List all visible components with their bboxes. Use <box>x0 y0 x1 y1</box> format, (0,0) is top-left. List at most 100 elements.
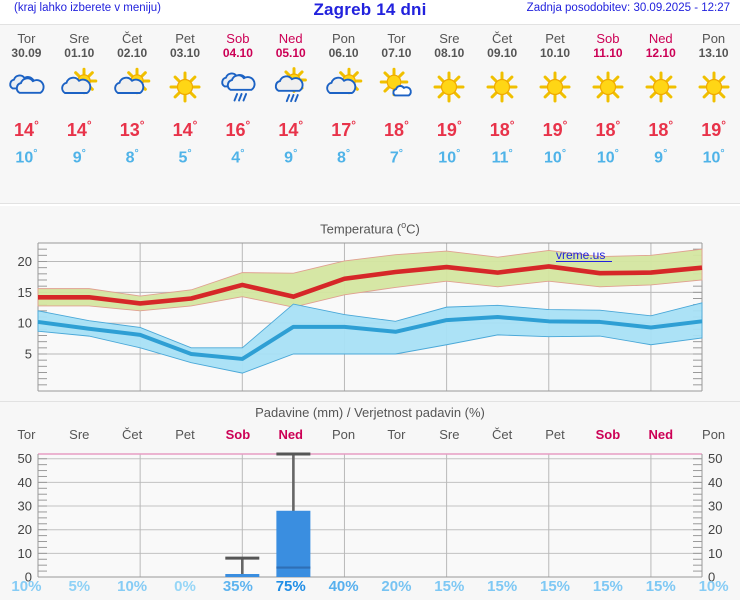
weather-icon-wrap <box>161 63 209 111</box>
degree-icon: ° <box>615 118 621 132</box>
precipitation-day-label: Sre <box>69 427 90 442</box>
sunny-icon <box>645 71 677 103</box>
max-temperature-value: 18 <box>489 120 510 140</box>
weather-icon-wrap <box>267 63 315 111</box>
day-column[interactable]: Ned 12.10 18° 9° <box>634 25 687 203</box>
temp-y-tick-label: 10 <box>18 316 32 331</box>
max-temperature-value: 14 <box>172 120 193 140</box>
precip-y-tick-label-left: 10 <box>18 546 32 561</box>
max-temperature-value: 14 <box>14 120 35 140</box>
day-name: Čet <box>122 31 143 46</box>
degree-icon: ° <box>404 118 409 132</box>
day-column[interactable]: Pet 10.10 19° 10° <box>529 25 582 203</box>
day-column[interactable]: Sob 11.10 18° 10° <box>581 25 634 203</box>
day-date: 11.10 <box>593 46 623 60</box>
max-temperature: 14° <box>173 114 198 141</box>
day-name: Tor <box>17 31 36 46</box>
precipitation-chart-title: Padavine (mm) / Verjetnost padavin (%) <box>255 405 485 420</box>
day-name: Čet <box>492 31 513 46</box>
min-temperature-value: 10 <box>702 149 721 167</box>
precipitation-probability: 15% <box>592 578 623 595</box>
min-temperature-value: 5 <box>178 149 188 167</box>
day-column[interactable]: Pet 03.10 14° 5° <box>159 25 212 203</box>
weather-icon-wrap <box>108 63 156 111</box>
location-menu-note: (kraj lahko izberete v meniju) <box>14 2 162 14</box>
day-name: Sre <box>439 31 460 46</box>
day-column[interactable]: Pon 13.10 19° 10° <box>687 25 740 203</box>
min-temperature: 9° <box>654 143 667 168</box>
precip-y-tick-label-right: 50 <box>708 451 722 466</box>
min-temperature: 10° <box>438 143 460 168</box>
max-temperature-value: 18 <box>384 120 405 140</box>
degree-icon: ° <box>34 118 39 132</box>
degree-icon: ° <box>86 118 92 132</box>
weather-icon-wrap <box>2 63 50 111</box>
day-name: Sob <box>596 31 620 46</box>
day-column[interactable]: Čet 09.10 18° 11° <box>476 25 529 203</box>
weather-icon-wrap <box>478 63 526 111</box>
precipitation-probability: 75% <box>275 578 306 595</box>
precipitation-chart-svg: 0 0 10 10 20 20 30 30 40 40 50 50 <box>0 444 740 584</box>
max-temperature-value: 16 <box>225 120 246 140</box>
precipitation-day-label: Pon <box>332 427 356 442</box>
day-column[interactable]: Čet 02.10 13° 8° <box>106 25 159 203</box>
day-column[interactable]: Sob 04.10 16° 4° <box>211 25 264 203</box>
degree-icon: ° <box>456 147 461 159</box>
precipitation-day-label: Pet <box>545 427 565 442</box>
precipitation-day-label: Ned <box>648 427 674 442</box>
precipitation-probability: 10% <box>11 578 42 595</box>
temp-y-tick-label: 15 <box>18 285 32 300</box>
precipitation-bar <box>276 510 311 577</box>
precipitation-day-label: Sre <box>439 427 460 442</box>
max-temperature: 18° <box>648 114 673 141</box>
day-date: 13.10 <box>698 46 729 60</box>
day-column[interactable]: Tor 07.10 18° 7° <box>370 25 423 203</box>
min-temperature: 8° <box>126 143 139 168</box>
precipitation-probability: 40% <box>328 578 359 595</box>
precipitation-probability: 15% <box>434 578 465 595</box>
partly-sunny-icon <box>61 67 98 95</box>
precipitation-day-label: Sob <box>225 427 251 442</box>
day-columns: Tor 30.09 14° 10° Sre 01.10 14° 9° Čet 02.10 13° 8°… <box>0 25 740 203</box>
max-temperature: 14° <box>14 114 39 141</box>
min-temperature: 8° <box>337 143 350 168</box>
temperature-chart-panel: Temperatura (oC) 5 10 15 20 vreme.us <box>0 206 740 402</box>
precipitation-day-label: Ned <box>278 427 303 442</box>
sunny-icon <box>698 71 730 103</box>
day-column[interactable]: Sre 08.10 19° 10° <box>423 25 476 203</box>
precipitation-day-labels: Tor Sre Čet Pet Sob Ned Pon Tor Sre Čet Pet Sob Ned P… <box>0 427 740 445</box>
precip-y-tick-label-right: 0 <box>708 570 715 585</box>
precipitation-day-label: Sob <box>595 427 621 442</box>
precip-y-tick-label-right: 20 <box>708 522 722 537</box>
precipitation-chart-panel: Padavine (mm) / Verjetnost padavin (%) T… <box>0 402 740 600</box>
sunny-icon <box>169 71 201 103</box>
day-name: Tor <box>387 31 406 46</box>
day-name: Pon <box>702 31 726 46</box>
min-temperature-value: 10 <box>15 149 34 167</box>
day-column[interactable]: Tor 30.09 14° 10° <box>0 25 53 203</box>
degree-icon: ° <box>187 147 192 159</box>
degree-icon: ° <box>192 118 198 132</box>
max-temperature: 19° <box>437 114 462 141</box>
temp-y-tick-label: 20 <box>18 254 32 269</box>
day-column[interactable]: Sre 01.10 14° 9° <box>53 25 106 203</box>
weather-icon-wrap <box>372 63 420 111</box>
precip-y-tick-label-left: 50 <box>18 451 32 466</box>
last-update-text: Zadnja posodobitev: 30.09.2025 - 12:27 <box>526 2 730 14</box>
precipitation-probability: 15% <box>540 578 571 595</box>
page-title: Zagreb 14 dni <box>313 0 427 19</box>
day-date: 02.10 <box>117 46 148 60</box>
min-temperature: 10° <box>15 143 37 168</box>
day-date: 01.10 <box>64 46 95 60</box>
precipitation-bar <box>225 574 260 577</box>
precipitation-day-label: Čet <box>492 427 513 442</box>
sunny-icon <box>592 71 624 103</box>
day-date: 07.10 <box>381 46 412 60</box>
temp-y-tick-label: 5 <box>25 347 32 362</box>
min-temperature: 5° <box>178 143 191 168</box>
day-date: 12.10 <box>645 46 676 60</box>
day-column[interactable]: Ned 05.10 14° 9° <box>264 25 317 203</box>
day-column[interactable]: Pon 06.10 17° 8° <box>317 25 370 203</box>
weather-icon-wrap <box>531 63 579 111</box>
degree-icon: ° <box>81 147 86 159</box>
